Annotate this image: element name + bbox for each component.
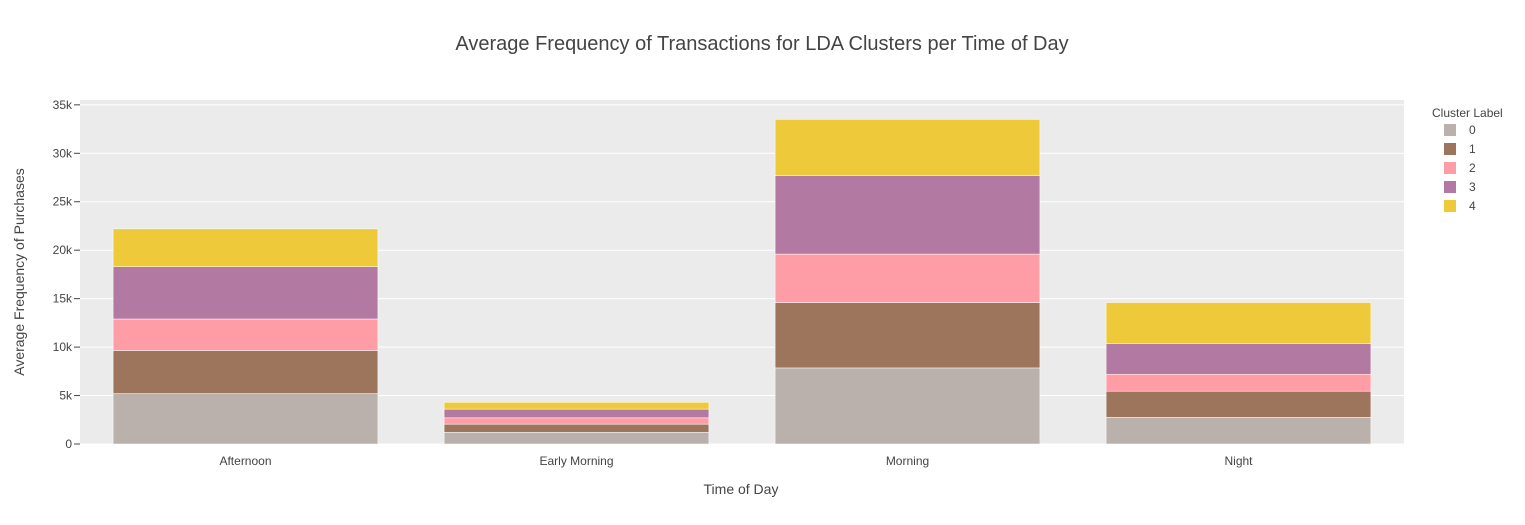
x-tick-label: Night — [1224, 454, 1253, 468]
y-tick-label: 0 — [65, 437, 72, 451]
x-tick-label: Afternoon — [219, 454, 271, 468]
y-axis: 0 5k 10k 15k 20k 25k 30k 35k — [53, 98, 80, 451]
x-axis: Afternoon Early Morning Morning Night — [219, 454, 1253, 468]
y-tick-label: 10k — [53, 340, 73, 354]
bar-segment — [774, 175, 1041, 255]
legend: Cluster Label 0 1 2 3 4 — [1432, 106, 1503, 213]
chart-title: Average Frequency of Transactions for LD… — [455, 33, 1068, 55]
bar-segment — [443, 408, 710, 419]
y-tick-label: 5k — [59, 389, 73, 403]
bar-segment — [774, 253, 1041, 303]
legend-swatch — [1444, 124, 1456, 136]
legend-item-label: 0 — [1469, 123, 1476, 137]
legend-title: Cluster Label — [1432, 106, 1503, 120]
y-tick-label: 30k — [53, 146, 73, 160]
y-tick-label: 20k — [53, 243, 73, 257]
bar-segment — [112, 318, 379, 351]
bar-segment — [774, 302, 1041, 369]
bar-segment — [443, 417, 710, 425]
bar-segment — [1105, 417, 1372, 445]
x-tick-label: Morning — [886, 454, 929, 468]
bar-segment — [1105, 373, 1372, 392]
y-tick-label: 35k — [53, 98, 73, 112]
bar-segment — [112, 228, 379, 267]
legend-item-label: 2 — [1469, 161, 1476, 175]
bar-segment — [112, 266, 379, 320]
bar-segment — [774, 119, 1041, 176]
y-tick-label: 25k — [53, 195, 73, 209]
bars — [112, 119, 1372, 445]
legend-item-label: 4 — [1469, 199, 1476, 213]
legend-item-label: 3 — [1469, 180, 1476, 194]
bar-segment — [1105, 343, 1372, 375]
legend-item-label: 1 — [1469, 142, 1476, 156]
y-tick-label: 15k — [53, 292, 73, 306]
legend-swatch — [1444, 200, 1456, 212]
bar-segment — [443, 432, 710, 445]
x-tick-label: Early Morning — [539, 454, 613, 468]
bar-segment — [774, 367, 1041, 445]
legend-swatch — [1444, 162, 1456, 174]
legend-swatch — [1444, 181, 1456, 193]
bar-segment — [1105, 390, 1372, 418]
legend-swatch — [1444, 143, 1456, 155]
y-axis-title: Average Frequency of Purchases — [11, 168, 27, 376]
bar-segment — [112, 393, 379, 445]
bar-segment — [1105, 302, 1372, 344]
bar-segment — [443, 423, 710, 433]
bar-segment — [112, 350, 379, 394]
x-axis-title: Time of Day — [704, 481, 779, 497]
bar-segment — [443, 402, 710, 410]
